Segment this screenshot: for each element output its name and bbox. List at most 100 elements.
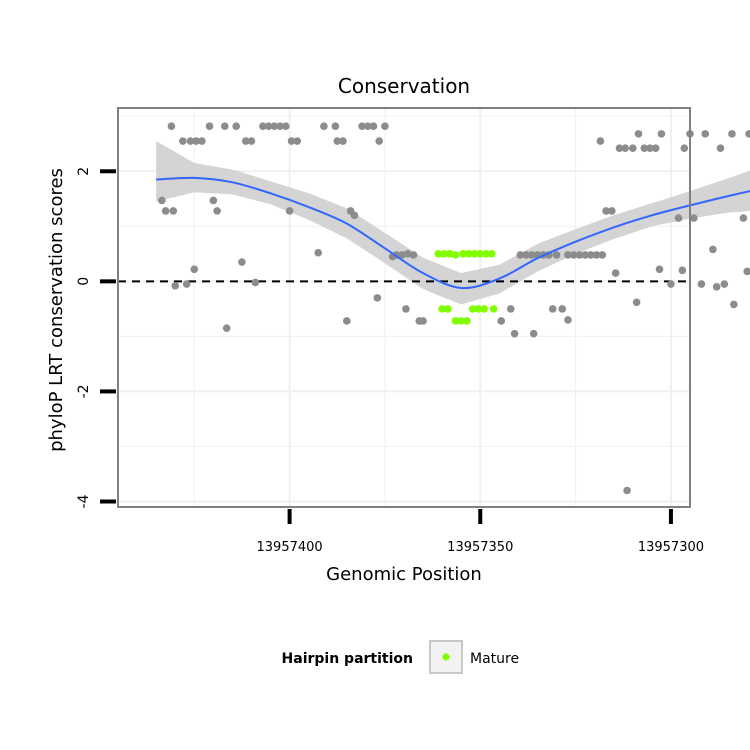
data-point [398,251,406,259]
data-point-mature [465,250,473,258]
data-point [287,137,296,145]
data-point [158,196,166,205]
data-point [667,280,675,288]
data-point [373,294,382,302]
data-point-mature [489,305,498,313]
data-point [558,305,567,313]
data-point [232,122,241,130]
data-point [611,269,620,277]
data-point [161,207,170,215]
x-tick-label: 13957350 [447,540,513,555]
data-point [220,122,229,130]
data-point [358,122,366,130]
data-point-mature [434,250,443,258]
data-point-mature [451,317,460,325]
data-point [241,137,250,145]
data-point [730,300,738,309]
data-point [516,251,525,259]
data-point [285,207,294,215]
y-tick-label: 0 [76,277,92,286]
data-point [314,248,323,257]
data-point [404,250,412,258]
data-point [709,245,717,254]
legend: Hairpin partition Mature [282,640,519,674]
data-point [587,251,595,259]
data-point [270,122,279,130]
data-point [222,324,231,332]
data-point-mature [480,305,488,313]
data-point [745,130,750,138]
y-axis-label: phyloP LRT conservation scores [46,168,67,452]
data-point [569,251,578,259]
data-point [690,214,698,222]
data-point-mature [451,251,460,259]
data-point [728,130,736,138]
data-point [182,280,191,288]
data-point [529,329,538,338]
data-point [276,122,284,130]
data-point-mature [463,317,471,325]
x-tick-label: 13957300 [638,540,704,555]
data-point [251,278,260,287]
data-point [608,207,616,215]
data-point [592,251,601,259]
data-point [186,137,195,145]
data-point [350,211,359,220]
data-point [179,137,187,145]
data-point [192,137,200,145]
data-point [369,122,378,130]
data-point [247,137,256,145]
data-point-mature [474,305,483,313]
data-point [646,144,654,152]
data-point-mature [487,250,496,258]
y-axis: 2 0 -2 -4 [76,167,116,508]
legend-key-mature-point [442,653,450,661]
data-point [198,137,206,145]
y-tick-label: 2 [76,167,92,176]
data-point [375,137,384,145]
data-point [548,305,557,313]
data-point-mature [438,305,446,313]
data-point [402,305,410,313]
data-point [678,266,687,275]
data-point [339,137,347,145]
data-point [527,251,536,259]
data-point [497,317,506,325]
data-point [238,258,246,266]
data-point [674,214,683,222]
data-point [739,214,748,222]
data-point [621,144,629,152]
data-point [657,130,666,138]
data-point [205,122,214,130]
data-point [598,251,607,259]
x-axis: 13957400 13957350 13957300 [257,509,704,555]
data-point [581,251,589,259]
data-point [629,144,637,152]
data-point-mature [445,250,454,258]
y-tick-label: -2 [76,384,92,398]
data-point [680,144,689,152]
data-point [564,316,572,324]
data-point [712,283,721,291]
data-point [171,281,179,290]
chart-title: Conservation [338,74,470,98]
data-point [632,298,641,307]
data-point [167,122,176,130]
data-point [655,265,664,274]
data-points [158,122,750,495]
legend-title: Hairpin partition [282,651,413,667]
data-point [209,196,218,205]
data-point [320,122,328,130]
data-point-mature [468,305,477,313]
data-point [596,137,605,145]
x-axis-label: Genomic Position [326,564,482,585]
data-point [381,122,389,130]
y-tick-label: -4 [76,494,92,508]
data-point [293,137,302,145]
data-point-mature [476,250,485,258]
data-point [190,265,199,274]
data-point-mature [459,250,467,258]
data-point [506,305,515,313]
data-point [264,122,273,130]
